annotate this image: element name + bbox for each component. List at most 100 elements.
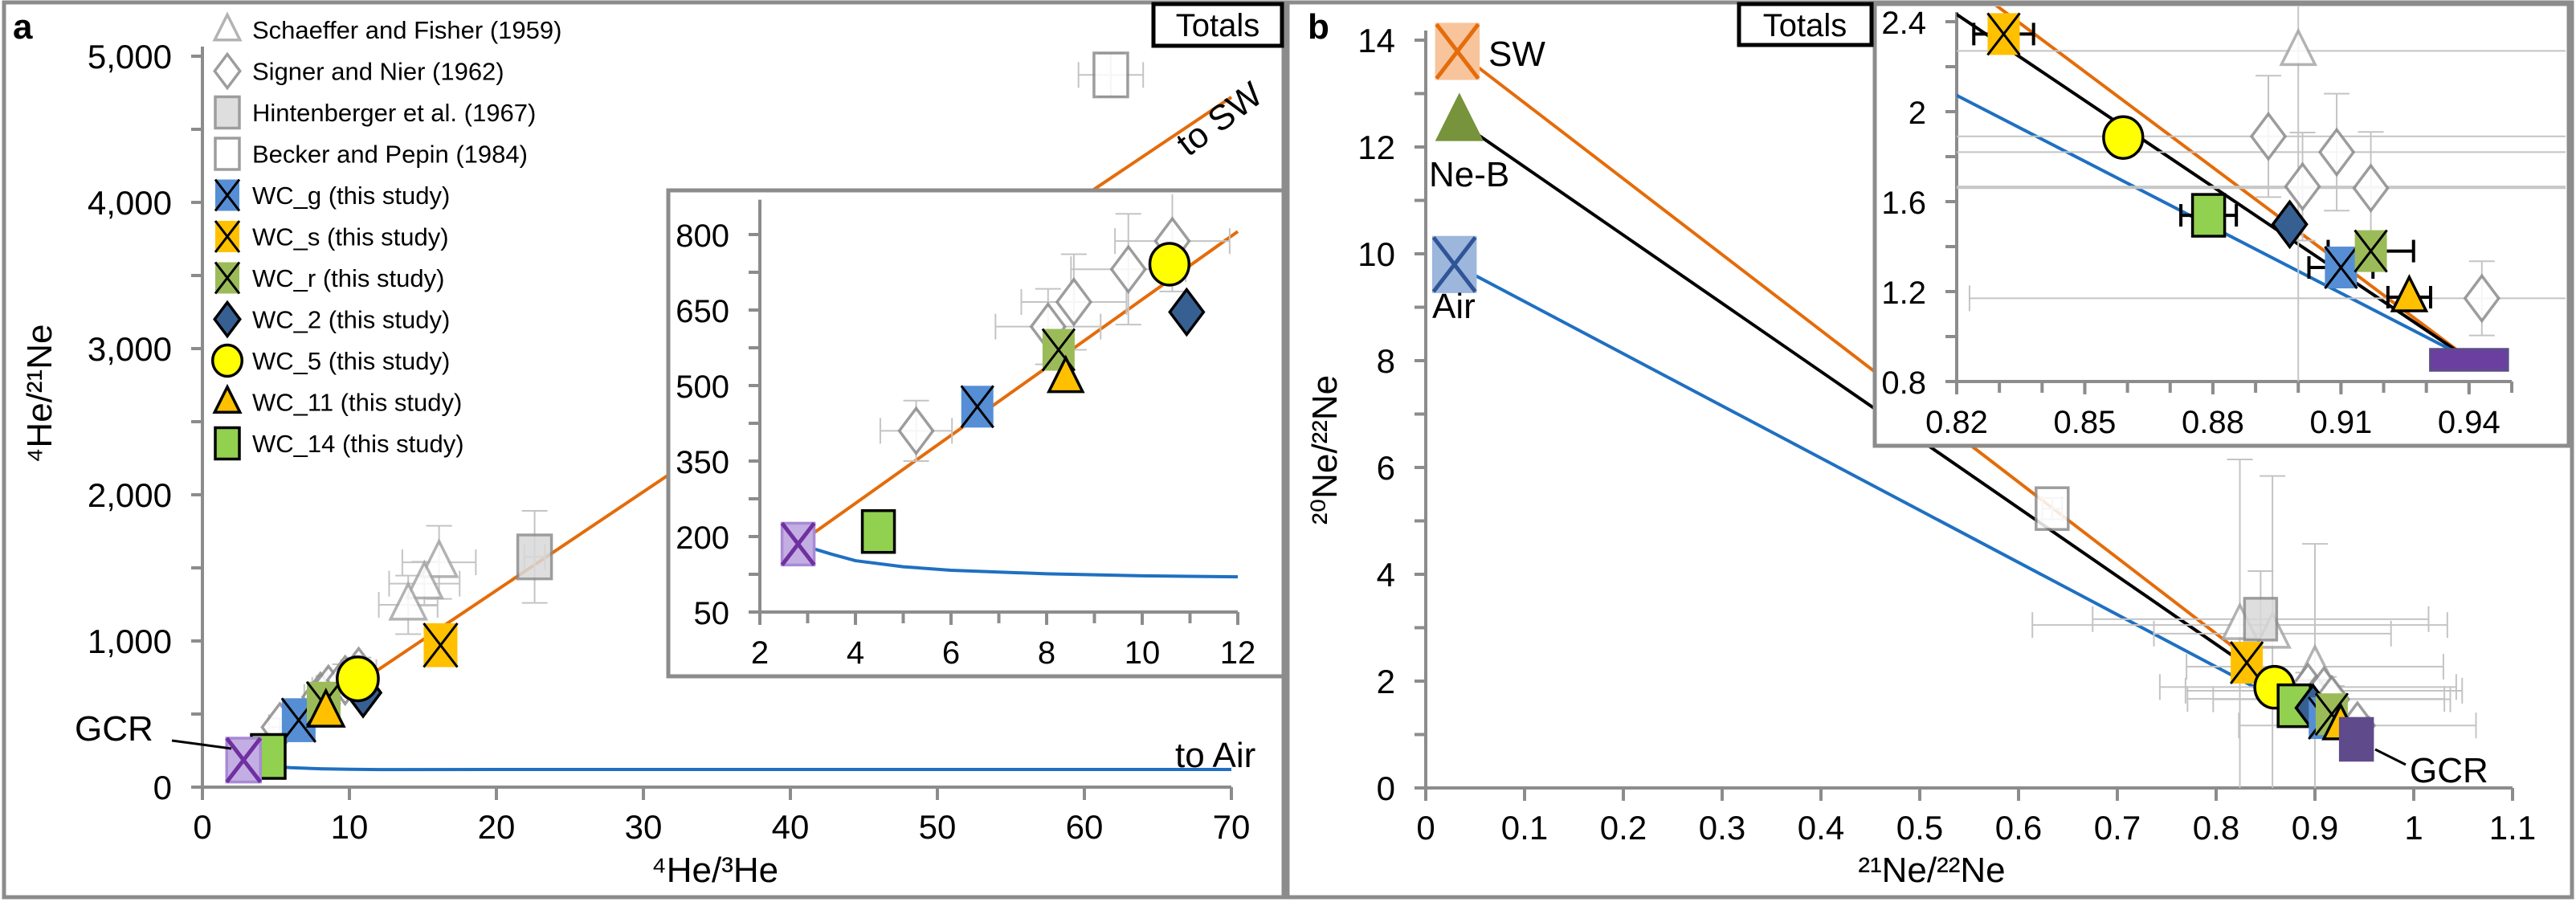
data-point: [1092, 51, 1129, 99]
endmember-marker: [2338, 716, 2374, 762]
totals-box: [1151, 2, 1284, 48]
series-wc_11: [1046, 354, 1085, 394]
line-label: to Air: [1175, 736, 1255, 775]
legend-marker: [214, 426, 241, 461]
legend-marker: [214, 95, 241, 130]
x-tick-label: 0.82: [1925, 405, 1988, 440]
x-tick-label: 70: [1213, 808, 1251, 846]
x-mark: [2354, 229, 2388, 273]
panel-a-inset-chart: 50 200 350 500 650 800 2 4 6 8 10 12: [666, 188, 1286, 679]
x-mark: [780, 521, 816, 566]
x-mark: [1435, 22, 1480, 80]
legend-item: WC_5 (this study): [210, 343, 450, 378]
x-mark: [2324, 246, 2358, 289]
legend-item: Signer and Nier (1962): [213, 51, 504, 91]
y-axis-title: ²⁰Ne/²²Ne: [1305, 375, 1345, 524]
y-tick-label: 1.6: [1881, 186, 1926, 221]
data-point: [336, 655, 380, 703]
y-tick-label: 650: [676, 294, 729, 329]
y-tick-label: 14: [1357, 22, 1395, 59]
series-wc_11: [2390, 274, 2429, 312]
endmember-gcr: [2429, 348, 2509, 372]
y-tick-label: 1.2: [1881, 275, 1926, 311]
legend-label: Hintenberger et al. (1967): [252, 99, 536, 127]
data-point: [404, 559, 445, 600]
series-wc_s: [1986, 12, 2021, 56]
y-tick-label: 50: [694, 596, 730, 631]
y-tick-label: 200: [676, 520, 729, 556]
series-wc_2: [1168, 287, 1206, 337]
x-tick-label: 0.1: [1501, 809, 1548, 847]
y-tick-label: 0.8: [1881, 365, 1926, 401]
x-tick-label: 0: [1416, 809, 1435, 847]
endmember-label: GCR: [75, 709, 153, 749]
series-wc_5: [1148, 242, 1191, 287]
panel-b-inset-chart: 0.8 1.2 1.6 2 2.4 0.82 0.85 0.88 0.91 0.94: [1872, 2, 2571, 448]
endmember-label: Ne-B: [1429, 155, 1509, 194]
endmember-marker: [1435, 92, 1484, 141]
x-tick-label: 0.91: [2309, 405, 2372, 440]
x-tick-label: 1: [2404, 809, 2423, 847]
endmember-gcr: GCR: [75, 709, 263, 784]
x-tick-label: 2: [751, 635, 769, 671]
x-mark: [214, 178, 241, 212]
x-tick-label: 50: [919, 808, 957, 846]
x-mark: [214, 261, 241, 295]
x-tick-label: 0.7: [2094, 809, 2141, 847]
data-point: [1046, 354, 1085, 394]
axes: 0 1,000 2,000 3,000 4,000 5,000 0 10 20 30 40 50 60 7…: [20, 38, 1250, 890]
series-wc_g: [2324, 246, 2358, 289]
data-point: [305, 688, 346, 728]
x-mark: [2314, 692, 2349, 737]
series-schaeffer: [2279, 27, 2318, 67]
y-tick-label: 12: [1357, 129, 1395, 166]
endmember-label: SW: [1488, 35, 1545, 74]
x-mark: [214, 220, 241, 253]
panel-a-label: a: [13, 7, 33, 47]
x-mark: [1986, 12, 2021, 56]
series-wc_2: [2271, 199, 2309, 250]
x-tick-label: 0.2: [1600, 809, 1647, 847]
y-tick-label: 10: [1357, 235, 1395, 273]
x-mark: [423, 622, 459, 668]
data-point: [897, 406, 935, 456]
endmember-air: Air: [1431, 235, 1477, 326]
plot-area: [1957, 6, 2566, 382]
x-tick-label: 60: [1066, 808, 1104, 846]
legend-marker: [214, 137, 241, 171]
y-tick-label: 0: [153, 769, 172, 806]
y-tick-label: 3,000: [88, 330, 172, 368]
legend-item: WC_r (this study): [214, 261, 444, 295]
series-wc_14: [2190, 193, 2227, 238]
legend-item: WC_11 (this study): [212, 383, 462, 417]
x-tick-label: 0.6: [1995, 809, 2042, 847]
y-axis-title: ⁴He/²¹Ne: [20, 324, 59, 463]
y-tick-label: 6: [1377, 449, 1395, 487]
data-point: [2243, 597, 2279, 642]
x-tick-label: 0.5: [1896, 809, 1943, 847]
series-hintenberger: [516, 533, 553, 581]
legend-label: Schaeffer and Fisher (1959): [252, 16, 561, 44]
legend-marker: [210, 343, 244, 378]
y-tick-label: 800: [676, 218, 729, 254]
mixing-line: [798, 542, 1239, 579]
endmember-ne-b: Ne-B: [1429, 92, 1509, 194]
mixing-line: [1453, 263, 2356, 741]
series-hintenberger: [2243, 597, 2279, 642]
data-point: [418, 537, 459, 578]
legend-item: WC_s (this study): [214, 220, 449, 253]
totals-text: Totals: [1176, 8, 1260, 43]
legend: Schaeffer and Fisher (1959) Signer and Ni…: [210, 11, 561, 461]
legend-marker: [212, 383, 243, 414]
series-wc_r: [2354, 229, 2388, 273]
legend-label: Becker and Pepin (1984): [252, 141, 528, 169]
legend-label: WC_g (this study): [252, 182, 450, 210]
x-mark: [960, 385, 994, 429]
x-tick-label: 0.94: [2438, 405, 2500, 440]
legend-label: WC_5 (this study): [252, 347, 450, 375]
y-tick-label: 0: [1377, 769, 1395, 807]
series-wc_g: [960, 385, 994, 429]
data-point: [2249, 111, 2288, 161]
